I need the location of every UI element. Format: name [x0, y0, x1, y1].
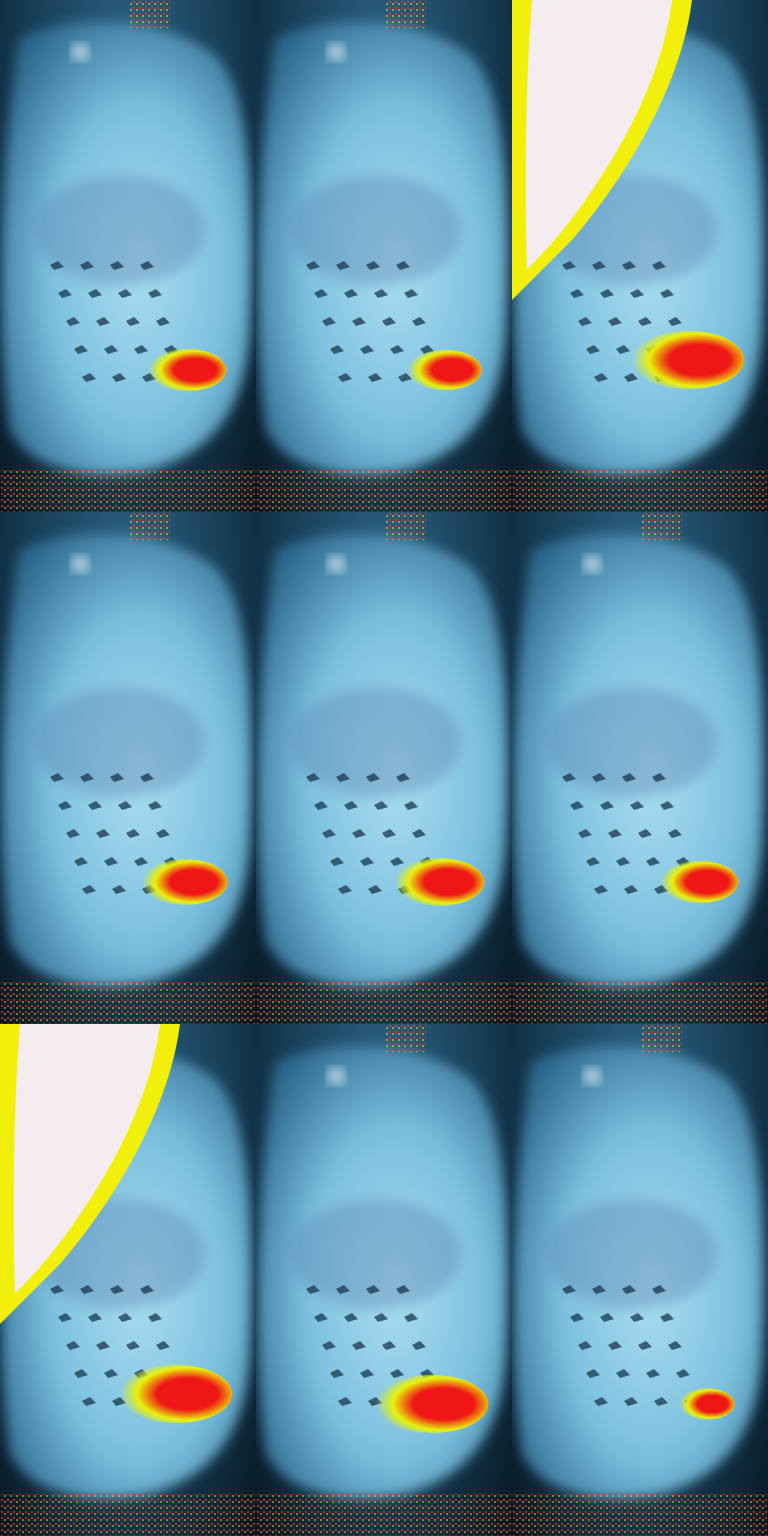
noise-band-bottom [256, 1494, 512, 1536]
bright-spot [328, 44, 344, 60]
noise-patch-top [386, 512, 426, 540]
noise-band-bottom [256, 982, 512, 1024]
hot-spot [376, 1374, 489, 1434]
inner-lobe [35, 687, 205, 797]
glare-wedge [13, 1024, 161, 1294]
bright-spot [584, 1068, 600, 1084]
noise-patch-top [130, 0, 170, 28]
noise-band-bottom [0, 1494, 256, 1536]
hot-spot [632, 330, 745, 390]
noise-patch-top [386, 1024, 426, 1052]
hot-spot [679, 1388, 735, 1420]
hot-spot [660, 861, 739, 903]
inner-lobe [547, 687, 717, 797]
thermal-frame [256, 1024, 512, 1536]
noise-patch-top [130, 512, 170, 540]
thermal-frame [512, 0, 768, 512]
tile-r2c2 [256, 512, 512, 1024]
noise-patch-top [386, 0, 426, 28]
bright-spot [72, 44, 88, 60]
noise-band-bottom [0, 982, 256, 1024]
bright-spot [328, 1068, 344, 1084]
tile-r1c3 [512, 0, 768, 512]
tile-r3c1 [0, 1024, 256, 1536]
hot-spot [120, 1364, 233, 1424]
inner-lobe [291, 175, 461, 285]
tile-r1c2 [256, 0, 512, 512]
noise-band-bottom [0, 470, 256, 512]
tile-r3c2 [256, 1024, 512, 1536]
thermal-frame [512, 1024, 768, 1536]
tile-r2c1 [0, 512, 256, 1024]
thermal-frame [256, 512, 512, 1024]
inner-lobe [291, 687, 461, 797]
thermal-frame [0, 1024, 256, 1536]
noise-band-bottom [256, 470, 512, 512]
thermal-frame [256, 0, 512, 512]
hot-spot [395, 858, 485, 906]
noise-band-bottom [512, 470, 768, 512]
tile-r2c3 [512, 512, 768, 1024]
hot-spot [142, 859, 228, 905]
thermal-frame [0, 0, 256, 512]
noise-band-bottom [512, 1494, 768, 1536]
noise-patch-top [642, 512, 682, 540]
inner-lobe [35, 175, 205, 285]
tile-r1c1 [0, 0, 256, 512]
hot-spot [148, 349, 227, 391]
inner-lobe [291, 1199, 461, 1309]
bright-spot [328, 556, 344, 572]
speck-cluster [562, 773, 698, 894]
inner-lobe [547, 1199, 717, 1309]
tile-r3c3 [512, 1024, 768, 1536]
thermal-frame [0, 512, 256, 1024]
glare-wedge [525, 0, 672, 270]
noise-patch-top [642, 1024, 682, 1052]
bright-spot [584, 556, 600, 572]
hot-spot [407, 349, 482, 391]
noise-band-bottom [512, 982, 768, 1024]
thermal-frame [512, 512, 768, 1024]
bright-spot [72, 556, 88, 572]
